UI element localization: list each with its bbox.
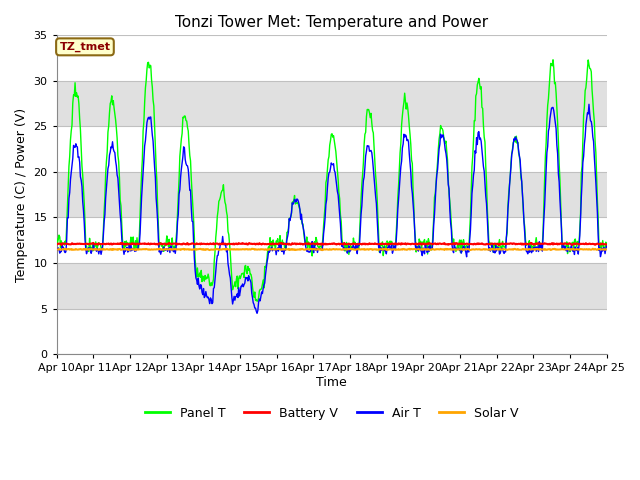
X-axis label: Time: Time: [316, 376, 347, 389]
Title: Tonzi Tower Met: Temperature and Power: Tonzi Tower Met: Temperature and Power: [175, 15, 488, 30]
Y-axis label: Temperature (C) / Power (V): Temperature (C) / Power (V): [15, 108, 28, 282]
Bar: [57, 309, 607, 354]
Bar: [57, 263, 607, 309]
Bar: [57, 126, 607, 172]
Legend: Panel T, Battery V, Air T, Solar V: Panel T, Battery V, Air T, Solar V: [140, 402, 524, 425]
Bar: [57, 81, 607, 126]
Text: TZ_tmet: TZ_tmet: [60, 42, 111, 52]
Bar: [57, 217, 607, 263]
Bar: [57, 172, 607, 217]
Bar: [57, 36, 607, 81]
